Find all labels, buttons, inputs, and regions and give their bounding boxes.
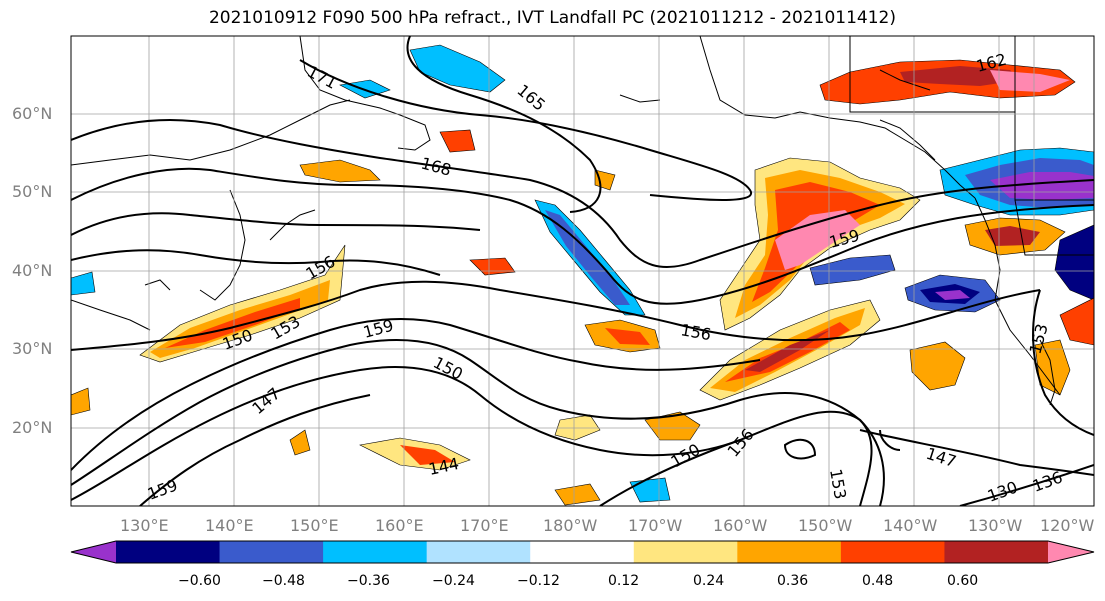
graticule [71,36,1094,506]
colorbar-bin [944,541,1049,563]
colorbar-bin [219,541,324,563]
colorbar-bin [633,541,738,563]
colorbar-tick-label: 0.24 [693,573,725,589]
colorbar-tick-label: −0.24 [432,573,475,589]
lat-label: 60°N [12,104,53,123]
lon-label: 170°W [628,516,683,535]
colorbar-tick-label: 0.48 [862,573,894,589]
colorbar-tick-label: 0.12 [608,573,640,589]
colorbar-extend-low [71,541,116,563]
map-title: 2021010912 F090 500 hPa refract., IVT La… [208,8,896,28]
colorbar-tick-label: −0.12 [517,573,560,589]
colorbar-tick-label: 0.36 [777,573,809,589]
lon-label: 150°E [290,516,339,535]
lon-label: 130°W [968,516,1023,535]
shading-layer [71,44,1094,506]
lon-label: 140°W [883,516,938,535]
colorbar-bin [323,541,428,563]
lat-label: 50°N [12,182,53,201]
lon-label: 130°E [120,516,169,535]
lon-label: 150°W [798,516,853,535]
colorbar-tick-label: 0.60 [947,573,979,589]
colorbar [70,540,1095,564]
lon-label: 180°W [543,516,598,535]
colorbar-extend-high [1048,541,1094,563]
colorbar-tick-label: −0.60 [178,573,221,589]
lat-label: 40°N [12,261,53,280]
colorbar-bin [737,541,842,563]
colorbar-bin [840,541,945,563]
colorbar-tick-label: −0.48 [262,573,305,589]
lon-label: 160°W [713,516,768,535]
lat-label: 30°N [12,339,53,358]
map-border [70,35,1095,507]
colorbar-bin [530,541,635,563]
lon-label: 120°W [1040,516,1095,535]
colorbar-bin [116,541,221,563]
contours [71,36,1094,506]
lon-label: 170°E [460,516,509,535]
lon-label: 160°E [375,516,424,535]
colorbar-bin [426,541,531,563]
lat-label: 20°N [12,418,53,437]
colorbar-tick-label: −0.36 [347,573,390,589]
lon-label: 140°E [205,516,254,535]
